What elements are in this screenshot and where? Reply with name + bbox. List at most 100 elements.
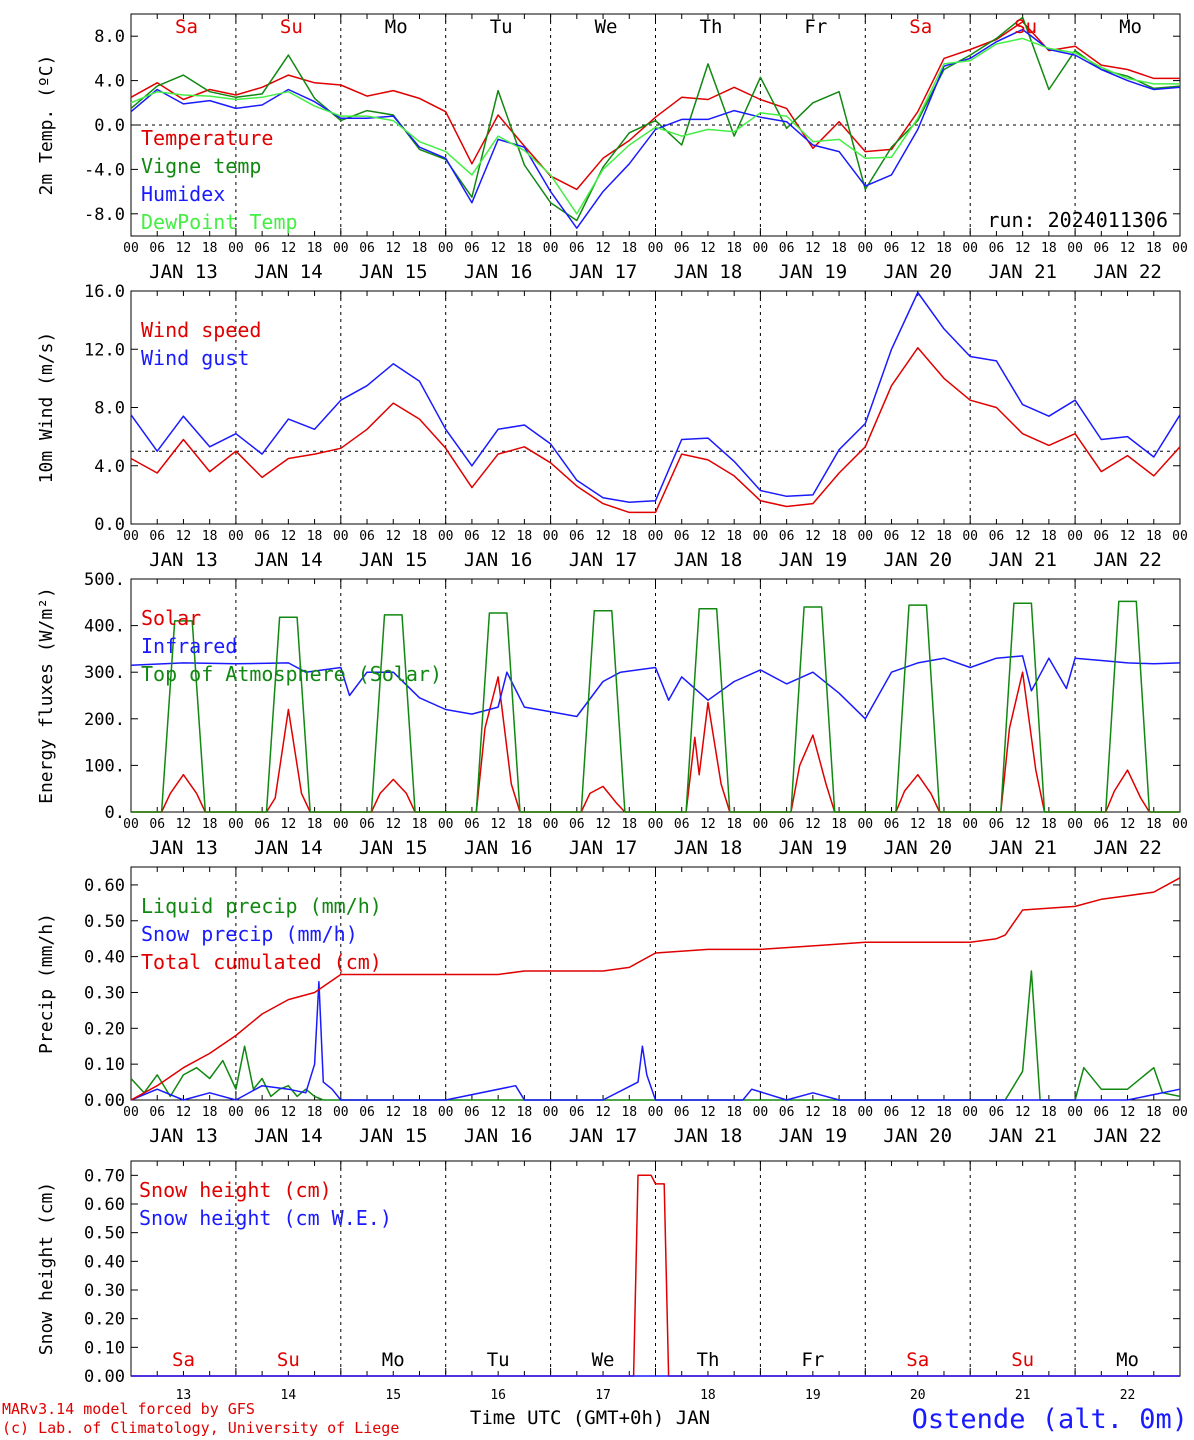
date-label: JAN 16 xyxy=(464,837,533,859)
hour-tick-label: 12 xyxy=(281,241,297,256)
hour-tick-label: 06 xyxy=(569,529,585,544)
weekday-label: Th xyxy=(697,1349,720,1371)
legend-entry: Solar xyxy=(141,606,201,630)
hour-tick-label: 06 xyxy=(254,817,270,832)
lab-credit: (c) Lab. of Climatology, University of L… xyxy=(2,1419,399,1437)
y-tick-label: 0.70 xyxy=(84,1166,125,1186)
hour-tick-label: 06 xyxy=(779,1105,795,1120)
series-line-wind-speed xyxy=(130,347,1181,514)
hour-tick-label: 00 xyxy=(962,817,978,832)
legend-entry: Wind speed xyxy=(141,318,261,342)
panel-3: 0. 100. 200. 300. 400. 500. Energy fluxes (W/m… xyxy=(36,570,1188,859)
day-number-label: 17 xyxy=(595,1388,611,1403)
hour-tick-label: 18 xyxy=(202,241,218,256)
hour-tick-label: 18 xyxy=(412,1105,428,1120)
hour-tick-label: 06 xyxy=(1093,241,1109,256)
hour-tick-label: 18 xyxy=(831,529,847,544)
y-tick-label: 0.30 xyxy=(84,1281,125,1301)
day-number-label: 18 xyxy=(700,1388,716,1403)
date-label: JAN 20 xyxy=(883,837,952,859)
hour-tick-label: 12 xyxy=(281,529,297,544)
hour-tick-label: 12 xyxy=(910,241,926,256)
hour-tick-label: 00 xyxy=(438,241,454,256)
hour-tick-label: 12 xyxy=(281,1105,297,1120)
y-tick-label: 8.0 xyxy=(94,27,125,47)
hour-tick-label: 06 xyxy=(884,529,900,544)
series-line-total-cumulated-cm xyxy=(130,877,1181,1101)
hour-tick-label: 12 xyxy=(805,1105,821,1120)
weekday-label: Mo xyxy=(1116,1349,1139,1371)
hour-tick-label: 18 xyxy=(307,1105,323,1120)
legend-entry: Total cumulated (cm) xyxy=(141,950,382,974)
hour-tick-label: 00 xyxy=(857,1105,873,1120)
date-label: JAN 22 xyxy=(1093,549,1162,571)
y-tick-label: 0.0 xyxy=(94,515,125,535)
hour-tick-label: 18 xyxy=(517,1105,533,1120)
weekday-label: Su xyxy=(1011,1349,1034,1371)
hour-tick-label: 12 xyxy=(1015,817,1031,832)
legend-entry: Vigne temp xyxy=(141,154,261,178)
hour-tick-label: 18 xyxy=(202,817,218,832)
hour-tick-label: 18 xyxy=(412,529,428,544)
weekday-label: Sa xyxy=(906,1349,929,1371)
hour-tick-label: 00 xyxy=(962,1105,978,1120)
hour-tick-label: 12 xyxy=(700,529,716,544)
hour-tick-label: 00 xyxy=(962,241,978,256)
hour-tick-label: 18 xyxy=(1146,529,1162,544)
hour-tick-label: 00 xyxy=(228,1105,244,1120)
hour-tick-label: 12 xyxy=(595,817,611,832)
weekday-label: Fr xyxy=(804,16,827,38)
y-tick-label: 0.30 xyxy=(84,983,125,1003)
date-label: JAN 14 xyxy=(254,1125,323,1147)
hour-tick-label: 18 xyxy=(1041,1105,1057,1120)
hour-tick-label: 00 xyxy=(228,241,244,256)
hour-tick-label: 00 xyxy=(438,817,454,832)
hour-tick-label: 12 xyxy=(1015,1105,1031,1120)
hour-tick-label: 06 xyxy=(989,817,1005,832)
date-label: JAN 20 xyxy=(883,549,952,571)
hour-tick-label: 00 xyxy=(123,529,139,544)
series-line-humidex xyxy=(130,28,1181,229)
y-tick-label: 0.20 xyxy=(84,1310,125,1330)
legend-entry: Liquid precip (mm/h) xyxy=(141,894,382,918)
hour-tick-label: 12 xyxy=(490,529,506,544)
hour-tick-label: 12 xyxy=(1120,1105,1136,1120)
y-tick-label: 400. xyxy=(84,617,125,637)
legend-entry: Temperature xyxy=(141,126,273,150)
y-tick-label: 500. xyxy=(84,570,125,590)
hour-tick-label: 00 xyxy=(1067,1105,1083,1120)
y-tick-label: 0.40 xyxy=(84,1252,125,1272)
hour-tick-label: 18 xyxy=(726,241,742,256)
date-label: JAN 17 xyxy=(569,549,638,571)
hour-tick-label: 12 xyxy=(910,529,926,544)
date-label: JAN 15 xyxy=(359,549,428,571)
day-number-label: 15 xyxy=(385,1388,401,1403)
hour-tick-label: 12 xyxy=(805,529,821,544)
weekday-label: We xyxy=(592,1349,615,1371)
hour-tick-label: 18 xyxy=(726,1105,742,1120)
hour-tick-label: 00 xyxy=(648,529,664,544)
hour-tick-label: 12 xyxy=(1120,529,1136,544)
hour-tick-label: 00 xyxy=(438,529,454,544)
y-axis-label: Snow height (cm) xyxy=(36,1182,57,1355)
legend-entry: Top of Atmosphere (Solar) xyxy=(141,662,442,686)
hour-tick-label: 06 xyxy=(884,241,900,256)
hour-tick-label: 06 xyxy=(989,529,1005,544)
weekday-label: Su xyxy=(1014,16,1037,38)
hour-tick-label: 12 xyxy=(1120,241,1136,256)
hour-tick-label: 06 xyxy=(779,241,795,256)
hour-tick-label: 00 xyxy=(857,241,873,256)
y-tick-label: 0.60 xyxy=(84,876,125,896)
hour-tick-label: 00 xyxy=(648,241,664,256)
hour-tick-label: 18 xyxy=(517,529,533,544)
hour-tick-label: 06 xyxy=(569,1105,585,1120)
hour-tick-label: 18 xyxy=(412,241,428,256)
model-credit: MARv3.14 model forced by GFS xyxy=(2,1400,255,1418)
hour-tick-label: 00 xyxy=(753,1105,769,1120)
y-tick-label: 0. xyxy=(105,803,125,823)
hour-tick-label: 00 xyxy=(1172,817,1188,832)
hour-tick-label: 12 xyxy=(805,241,821,256)
hour-tick-label: 18 xyxy=(202,529,218,544)
day-number-label: 20 xyxy=(910,1388,926,1403)
date-label: JAN 13 xyxy=(149,1125,218,1147)
